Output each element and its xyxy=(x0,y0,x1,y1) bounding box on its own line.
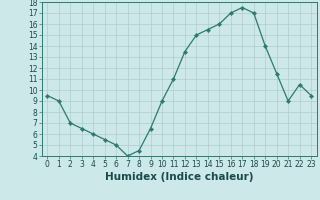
X-axis label: Humidex (Indice chaleur): Humidex (Indice chaleur) xyxy=(105,172,253,182)
